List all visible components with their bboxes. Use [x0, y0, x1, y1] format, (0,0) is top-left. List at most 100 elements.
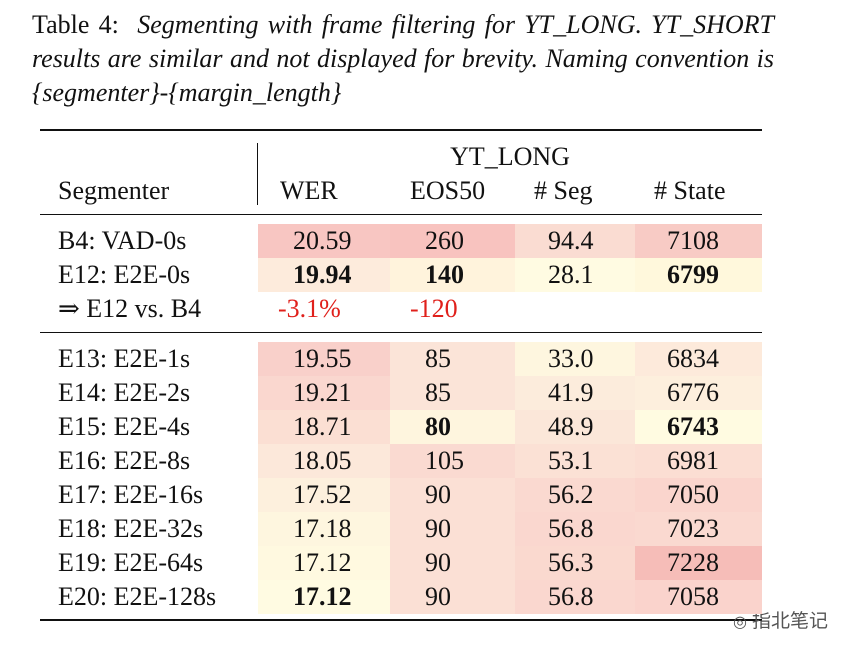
cell-bg [390, 224, 515, 258]
row-label: ⇒ E12 vs. B4 [58, 294, 202, 323]
row-label: E17: E2E-16s [58, 480, 204, 509]
cell-value: 19.94 [293, 260, 352, 289]
header-divider [257, 143, 258, 205]
cell-value: 94.4 [548, 226, 594, 255]
cell-bg [515, 342, 635, 376]
cell-value: 17.52 [293, 480, 352, 509]
cell-bg [258, 546, 390, 580]
cell-bg [258, 512, 390, 546]
mid-rule [40, 214, 762, 215]
cell-value: 28.1 [548, 260, 594, 289]
cell-value: 17.18 [293, 514, 352, 543]
cell-value: 7228 [667, 548, 719, 577]
row-label: E14: E2E-2s [58, 378, 191, 407]
cell-value: -3.1% [278, 294, 341, 323]
cell-bg [515, 580, 635, 614]
cell-bg [258, 224, 390, 258]
cell-bg [635, 580, 762, 614]
cell-bg [258, 444, 390, 478]
cell-value: 90 [425, 582, 451, 611]
cell-value: 90 [425, 514, 451, 543]
row-label: E20: E2E-128s [58, 582, 217, 611]
cell-value: 140 [425, 260, 464, 289]
row-label: E13: E2E-1s [58, 344, 191, 373]
watermark-text: 指北笔记 [751, 610, 828, 632]
watermark: ◎ 指北笔记 [732, 610, 828, 632]
cell-value: 6743 [667, 412, 719, 441]
cell-bg [390, 512, 515, 546]
cell-bg [515, 410, 635, 444]
cell-bg [635, 478, 762, 512]
cell-value: 90 [425, 548, 451, 577]
column-header: Segmenter [58, 176, 170, 205]
column-header: WER [280, 176, 338, 205]
cell-bg [390, 376, 515, 410]
cell-value: 56.8 [548, 514, 594, 543]
cell-value: 19.55 [293, 344, 352, 373]
group-rule [40, 332, 762, 333]
cell-value: 41.9 [548, 378, 594, 407]
cell-bg [515, 258, 635, 292]
cell-bg [635, 512, 762, 546]
caption-label: Table 4: [32, 10, 119, 39]
row-label: E16: E2E-8s [58, 446, 191, 475]
column-header: EOS50 [410, 176, 486, 205]
cell-bg [258, 580, 390, 614]
cell-value: 90 [425, 480, 451, 509]
cell-bg [515, 224, 635, 258]
row-label: B4: VAD-0s [58, 226, 187, 255]
cell-bg [515, 376, 635, 410]
cell-value: 6981 [667, 446, 719, 475]
row-label: E15: E2E-4s [58, 412, 191, 441]
cell-bg [515, 444, 635, 478]
cell-bg [258, 258, 390, 292]
cell-bg [635, 444, 762, 478]
cell-bg [390, 342, 515, 376]
row-label: E18: E2E-32s [58, 514, 204, 543]
cell-value: 17.12 [293, 548, 352, 577]
cell-bg [390, 580, 515, 614]
cell-value: 19.21 [293, 378, 352, 407]
cell-bg [635, 410, 762, 444]
cell-value: -120 [410, 294, 458, 323]
cell-bg [258, 342, 390, 376]
cell-bg [635, 258, 762, 292]
cell-value: 48.9 [548, 412, 594, 441]
cell-value: 85 [425, 378, 451, 407]
cell-value: 6776 [667, 378, 719, 407]
cell-value: 33.0 [548, 344, 594, 373]
column-header: # State [654, 176, 726, 205]
cell-bg [390, 478, 515, 512]
cell-bg [635, 342, 762, 376]
caption: Table 4: Segmenting with frame filtering… [32, 8, 774, 110]
cell-value: 80 [425, 412, 451, 441]
bottom-rule [40, 619, 762, 621]
cell-bg [515, 478, 635, 512]
cell-value: 56.8 [548, 582, 594, 611]
cell-value: 20.59 [293, 226, 352, 255]
cell-value: 260 [425, 226, 464, 255]
cell-bg [515, 512, 635, 546]
cell-value: 17.12 [293, 582, 352, 611]
cell-bg [258, 478, 390, 512]
cell-value: 7050 [667, 480, 719, 509]
column-header: # Seg [534, 176, 593, 205]
cell-value: 6799 [667, 260, 719, 289]
cell-bg [390, 444, 515, 478]
cell-bg [390, 410, 515, 444]
group-header: YT_LONG [450, 142, 570, 171]
cell-bg [258, 410, 390, 444]
cell-bg [635, 224, 762, 258]
cell-value: 18.05 [293, 446, 352, 475]
cell-value: 85 [425, 344, 451, 373]
cell-bg [635, 376, 762, 410]
cell-value: 56.3 [548, 548, 594, 577]
cell-bg [390, 258, 515, 292]
row-label: E19: E2E-64s [58, 548, 204, 577]
row-label: E12: E2E-0s [58, 260, 191, 289]
cell-value: 6834 [667, 344, 719, 373]
cell-value: 7108 [667, 226, 719, 255]
cell-value: 53.1 [548, 446, 594, 475]
cell-bg [515, 546, 635, 580]
